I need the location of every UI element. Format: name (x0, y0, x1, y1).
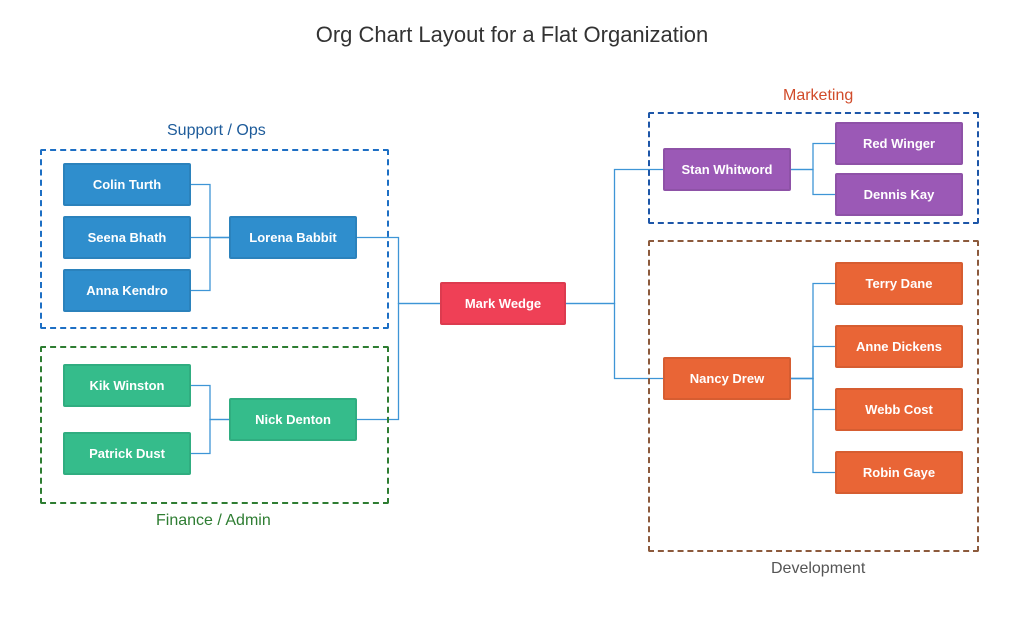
node-patrick[interactable]: Patrick Dust (63, 432, 191, 475)
node-label: Colin Turth (93, 177, 161, 192)
page-title: Org Chart Layout for a Flat Organization (0, 22, 1024, 48)
node-colin[interactable]: Colin Turth (63, 163, 191, 206)
group-label-marketing: Marketing (783, 87, 853, 105)
group-label-development: Development (771, 560, 865, 578)
node-nick[interactable]: Nick Denton (229, 398, 357, 441)
node-label: Anne Dickens (856, 339, 942, 354)
node-label: Robin Gaye (863, 465, 935, 480)
node-label: Webb Cost (865, 402, 933, 417)
node-label: Dennis Kay (864, 187, 935, 202)
node-anna[interactable]: Anna Kendro (63, 269, 191, 312)
node-label: Mark Wedge (465, 296, 541, 311)
node-lorena[interactable]: Lorena Babbit (229, 216, 357, 259)
node-label: Red Winger (863, 136, 935, 151)
node-robin[interactable]: Robin Gaye (835, 451, 963, 494)
node-label: Patrick Dust (89, 446, 165, 461)
node-label: Terry Dane (866, 276, 933, 291)
node-label: Nick Denton (255, 412, 331, 427)
node-label: Lorena Babbit (249, 230, 336, 245)
node-label: Nancy Drew (690, 371, 764, 386)
group-label-support_ops: Support / Ops (167, 122, 266, 140)
group-label-finance_admin: Finance / Admin (156, 512, 271, 530)
node-anned[interactable]: Anne Dickens (835, 325, 963, 368)
node-red[interactable]: Red Winger (835, 122, 963, 165)
node-seena[interactable]: Seena Bhath (63, 216, 191, 259)
node-label: Seena Bhath (88, 230, 167, 245)
org-chart-stage: Org Chart Layout for a Flat Organization… (0, 0, 1024, 625)
node-terry[interactable]: Terry Dane (835, 262, 963, 305)
node-label: Anna Kendro (86, 283, 168, 298)
node-dennis[interactable]: Dennis Kay (835, 173, 963, 216)
node-label: Kik Winston (90, 378, 165, 393)
node-kik[interactable]: Kik Winston (63, 364, 191, 407)
node-webb[interactable]: Webb Cost (835, 388, 963, 431)
node-label: Stan Whitword (682, 162, 773, 177)
node-mark[interactable]: Mark Wedge (440, 282, 566, 325)
node-stan[interactable]: Stan Whitword (663, 148, 791, 191)
node-nancy[interactable]: Nancy Drew (663, 357, 791, 400)
